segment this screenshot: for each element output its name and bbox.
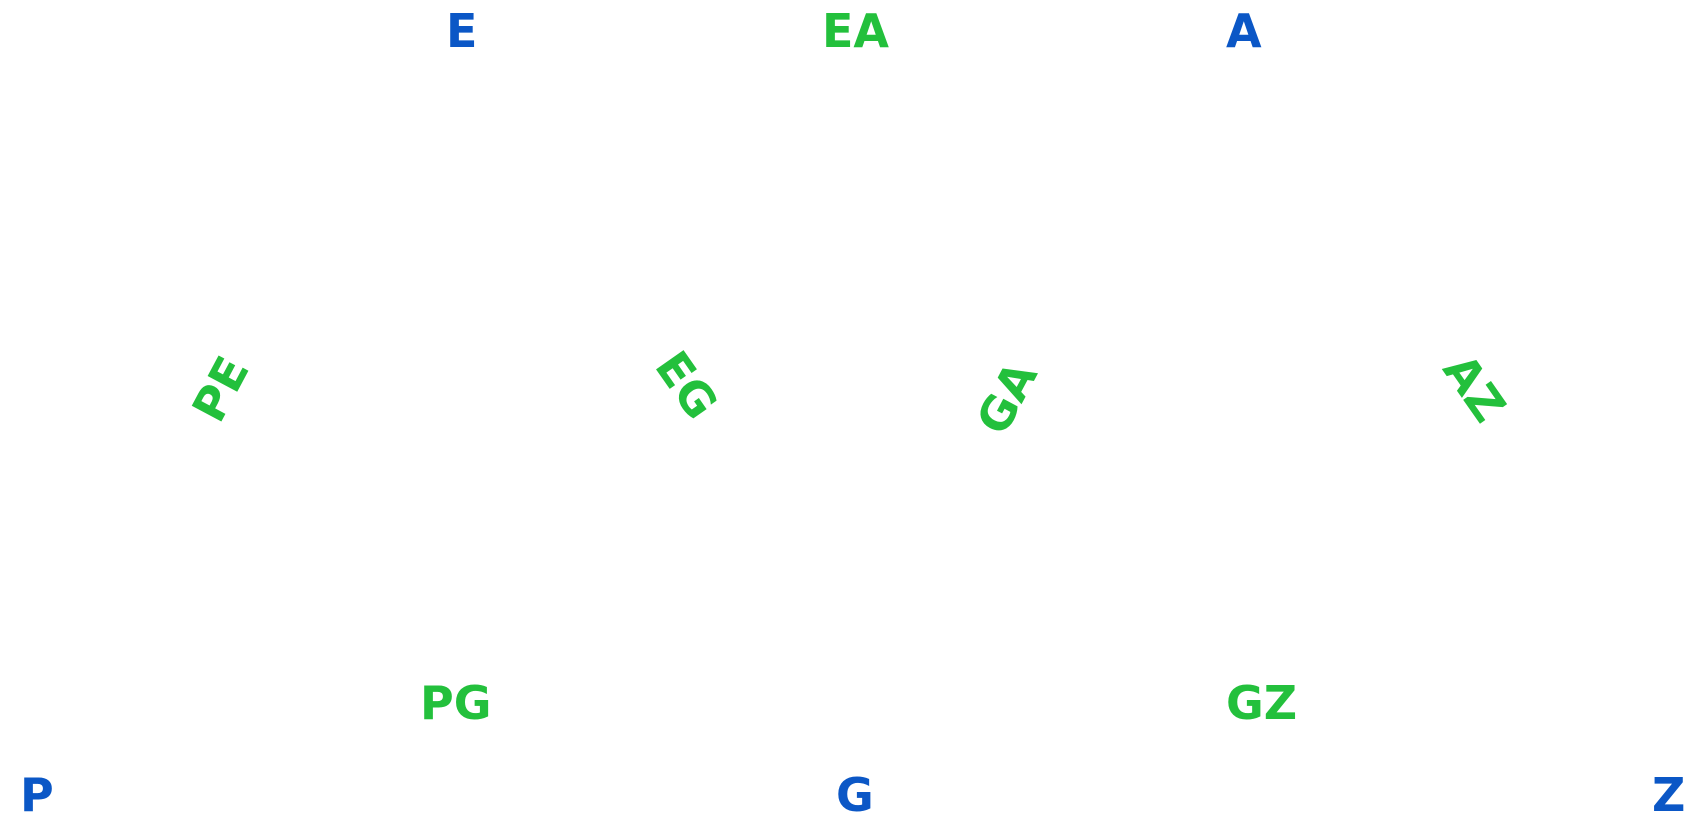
edge-label-az: AZ: [1432, 344, 1517, 432]
vertex-label-e: E: [446, 4, 478, 58]
vertex-label-a: A: [1226, 4, 1262, 58]
vertex-label-z: Z: [1652, 768, 1686, 822]
edge-label-pe: PE: [181, 347, 260, 431]
edge-label-pg: PG: [420, 676, 492, 730]
vertex-label-g: G: [836, 768, 874, 822]
vertex-label-p: P: [20, 768, 54, 822]
edge-label-ga: GA: [965, 352, 1048, 444]
edge-label-ea: EA: [822, 4, 890, 58]
edge-label-gz: GZ: [1226, 676, 1298, 730]
edge-label-eg: EG: [644, 341, 729, 429]
